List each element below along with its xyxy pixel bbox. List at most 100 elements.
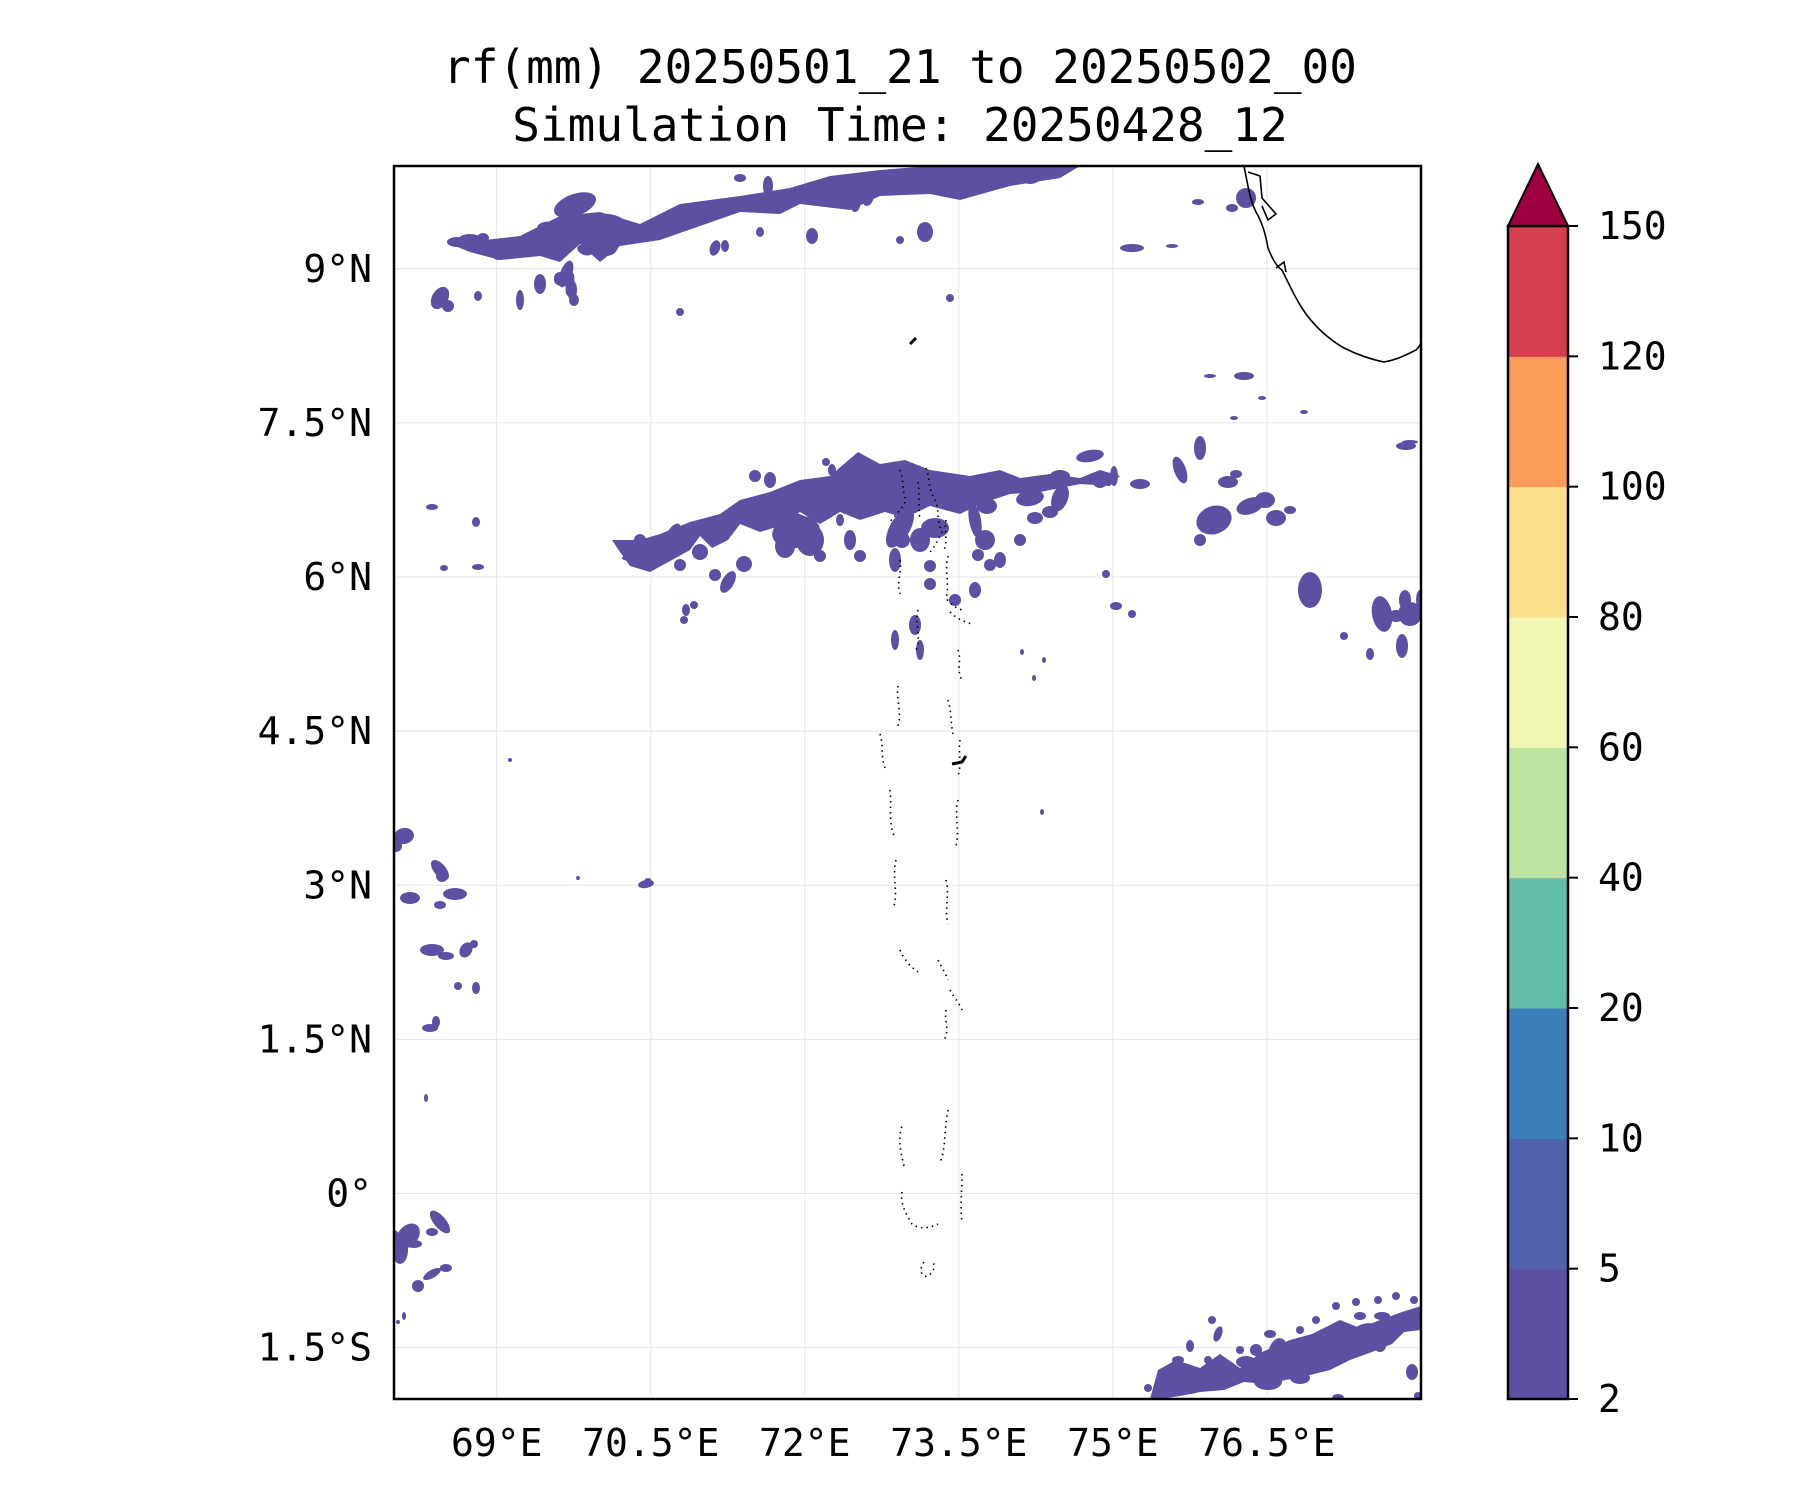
atoll-outline — [879, 733, 887, 771]
atoll-outline — [947, 699, 955, 739]
rain-patch — [565, 272, 575, 296]
rain-patch — [690, 601, 698, 609]
colorbar-segment — [1508, 747, 1568, 879]
rain-patch — [1290, 1372, 1310, 1384]
rain-patch — [432, 1016, 440, 1028]
rain-patch — [1194, 534, 1206, 546]
rain-patch — [709, 569, 721, 581]
rain-patch — [1298, 1353, 1326, 1375]
latitude-tick-label: 1.5°N — [258, 1017, 372, 1061]
colorbar-tick-label: 80 — [1598, 595, 1644, 639]
rain-patch — [749, 470, 761, 482]
rain-patch — [516, 290, 524, 310]
rain-patch — [400, 892, 420, 904]
atoll-outline — [900, 1191, 939, 1229]
rain-patch — [569, 294, 579, 306]
rain-patch — [1050, 470, 1070, 482]
atoll-outline — [945, 879, 949, 925]
rain-patch — [1214, 1374, 1230, 1386]
rain-patch — [1392, 1292, 1400, 1300]
rain-patch — [736, 556, 752, 572]
atoll-outline — [889, 789, 895, 837]
rain-patch — [1130, 479, 1150, 489]
figure-title-line-2: Simulation Time: 20250428_12 — [512, 98, 1288, 152]
rain-patch — [396, 1320, 400, 1324]
rain-patch — [420, 944, 444, 956]
rain-patch — [1304, 590, 1320, 606]
rain-patch — [612, 452, 1120, 572]
rain-patch — [1051, 484, 1069, 512]
rain-patch — [594, 236, 618, 256]
longitude-tick-label: 69°E — [451, 1421, 543, 1465]
rain-patch — [924, 560, 936, 572]
figure-title-line-1: rf(mm) 20250501_21 to 20250502_00 — [443, 40, 1357, 94]
rain-patch — [969, 582, 981, 598]
rain-patch — [442, 300, 454, 312]
island-outlines — [879, 467, 973, 1278]
rain-patch — [394, 827, 414, 845]
rain-patch — [682, 604, 690, 616]
rain-patch — [472, 517, 480, 527]
rain-patch — [977, 498, 997, 514]
rain-patch — [1374, 1340, 1386, 1352]
atoll-outline — [896, 685, 901, 727]
rain-patch — [443, 888, 467, 900]
rain-patch — [720, 571, 736, 593]
colorbar-tick-label: 20 — [1598, 986, 1644, 1030]
rain-patch — [394, 840, 402, 852]
rain-patch — [1296, 1326, 1304, 1334]
rain-patch — [1282, 1342, 1290, 1350]
rain-patch — [1284, 506, 1296, 514]
rain-patch — [1180, 1382, 1200, 1394]
island-mark — [951, 755, 968, 766]
rain-patch — [474, 291, 482, 301]
rain-patch — [1332, 1302, 1340, 1310]
rain-patch — [440, 565, 448, 571]
rain-patch — [748, 497, 772, 519]
rain-patch — [1194, 1368, 1206, 1376]
rain-patch — [622, 555, 638, 561]
rain-patch — [917, 222, 933, 242]
atoll-outline — [945, 555, 963, 611]
colorbar-tick-label: 10 — [1598, 1116, 1644, 1160]
rain-patch — [534, 274, 546, 294]
rain-patch — [654, 548, 666, 564]
rain-patch — [676, 308, 684, 316]
rain-patch — [692, 544, 708, 560]
rain-patch — [822, 458, 830, 466]
rain-patch — [1042, 657, 1046, 663]
latitude-tick-label: 6°N — [303, 555, 372, 599]
rain-patch — [505, 239, 525, 253]
latitude-tick-label: 9°N — [303, 247, 372, 291]
rain-patch — [554, 272, 566, 284]
rain-patch — [1255, 492, 1275, 508]
rain-patch — [1336, 1322, 1344, 1330]
rain-patch — [1016, 489, 1044, 507]
rain-patch — [948, 490, 972, 510]
rain-patch — [938, 169, 982, 199]
rain-patch — [1350, 1323, 1378, 1341]
rain-patch — [975, 530, 995, 550]
rain-patch — [909, 615, 921, 635]
rain-patch — [1230, 470, 1242, 478]
rain-patch — [1402, 440, 1418, 444]
rain-patch — [634, 534, 646, 546]
coastline — [1243, 166, 1421, 363]
atoll-outline — [943, 519, 947, 551]
rain-patch — [1166, 244, 1178, 248]
rain-patch — [949, 594, 961, 606]
rain-patch — [1266, 510, 1286, 526]
rain-patch — [1366, 648, 1374, 660]
map-frame — [392, 164, 1423, 1401]
rain-patch — [680, 616, 688, 624]
rain-patch — [1234, 372, 1254, 380]
latitude-tick-label: 4.5°N — [258, 709, 372, 753]
atoll-outline — [955, 799, 959, 847]
rain-patch — [1020, 172, 1040, 184]
rain-patch — [1396, 442, 1416, 450]
colorbar-tick-label: 150 — [1598, 204, 1667, 248]
rain-patch — [770, 497, 790, 513]
rain-patch — [1254, 1374, 1282, 1390]
rain-patch — [644, 878, 652, 886]
colorbar-segment — [1508, 356, 1568, 488]
